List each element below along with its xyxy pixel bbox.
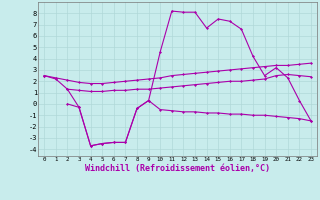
X-axis label: Windchill (Refroidissement éolien,°C): Windchill (Refroidissement éolien,°C) xyxy=(85,164,270,173)
